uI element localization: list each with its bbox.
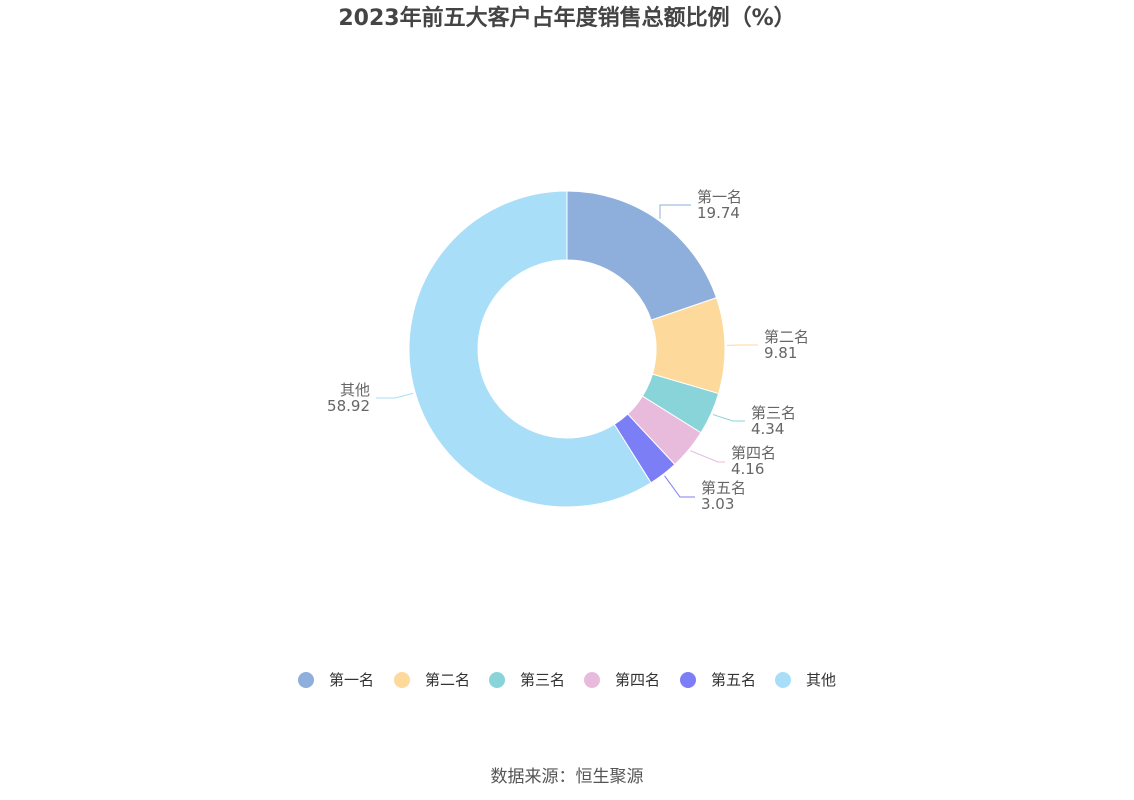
legend: 第一名 第二名 第三名 第四名 第五名 其他: [298, 671, 836, 689]
legend-label-6: 其他: [806, 671, 836, 689]
legend-item-5[interactable]: 第五名: [680, 671, 756, 689]
label-leader-line-5: [664, 475, 695, 498]
legend-marker-6: [775, 672, 791, 688]
legend-marker-3: [489, 672, 505, 688]
slice-label-value-2: 9.81: [764, 344, 797, 362]
legend-label-5: 第五名: [711, 671, 756, 689]
donut-slice-6[interactable]: [408, 190, 652, 508]
source-note: 数据来源：恒生聚源: [490, 767, 644, 787]
legend-label-1: 第一名: [329, 671, 374, 689]
legend-label-3: 第三名: [520, 671, 565, 689]
legend-label-2: 第二名: [425, 671, 470, 689]
slice-label-value-3: 4.34: [751, 420, 784, 438]
slice-label-value-6: 58.92: [327, 397, 370, 415]
legend-marker-1: [298, 672, 314, 688]
legend-marker-5: [680, 672, 696, 688]
slice-label-name-5: 第五名: [701, 479, 746, 497]
label-leaders-group: [376, 204, 758, 498]
slice-label-name-6: 其他: [340, 381, 370, 399]
label-leader-line-4: [690, 450, 725, 463]
slice-label-name-4: 第四名: [731, 444, 776, 462]
slice-label-name-1: 第一名: [697, 188, 742, 206]
legend-item-6[interactable]: 其他: [775, 671, 836, 689]
legend-marker-4: [584, 672, 600, 688]
legend-marker-2: [394, 672, 410, 688]
slice-label-value-4: 4.16: [731, 460, 764, 478]
legend-item-1[interactable]: 第一名: [298, 671, 374, 689]
slices-group: [408, 190, 726, 508]
label-leader-line-1: [659, 204, 691, 219]
legend-item-4[interactable]: 第四名: [584, 671, 660, 689]
slice-label-name-2: 第二名: [764, 328, 809, 346]
slice-label-name-3: 第三名: [751, 404, 796, 422]
chart-title: 2023年前五大客户占年度销售总额比例（%）: [338, 6, 796, 31]
slice-label-value-1: 19.74: [697, 204, 740, 222]
label-leader-line-6: [376, 392, 414, 399]
slice-label-value-5: 3.03: [701, 495, 734, 513]
legend-label-4: 第四名: [615, 671, 660, 689]
donut-slice-1[interactable]: [566, 190, 718, 321]
label-leader-line-3: [712, 414, 745, 422]
legend-item-2[interactable]: 第二名: [394, 671, 470, 689]
legend-item-3[interactable]: 第三名: [489, 671, 565, 689]
